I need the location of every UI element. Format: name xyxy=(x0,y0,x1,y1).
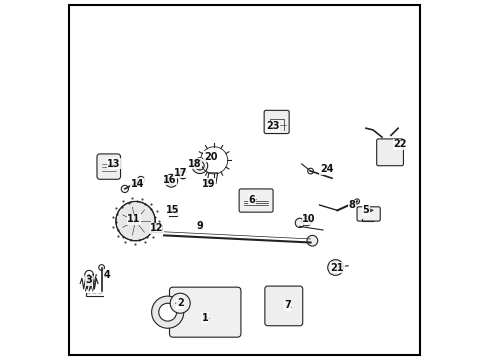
FancyBboxPatch shape xyxy=(264,111,288,134)
Text: 16: 16 xyxy=(163,175,176,185)
FancyBboxPatch shape xyxy=(239,189,272,212)
Circle shape xyxy=(137,176,144,184)
Circle shape xyxy=(99,265,104,270)
FancyBboxPatch shape xyxy=(356,207,380,221)
Circle shape xyxy=(167,177,175,184)
Text: 13: 13 xyxy=(107,159,121,169)
Text: 3: 3 xyxy=(85,275,92,285)
Text: 1: 1 xyxy=(202,312,208,323)
Circle shape xyxy=(84,270,93,279)
Circle shape xyxy=(302,216,311,226)
Circle shape xyxy=(121,185,128,193)
Text: 9: 9 xyxy=(196,221,203,231)
Text: 19: 19 xyxy=(202,179,215,189)
Text: 5: 5 xyxy=(362,205,368,215)
Circle shape xyxy=(116,202,155,241)
Circle shape xyxy=(307,168,313,174)
Circle shape xyxy=(151,296,183,328)
Circle shape xyxy=(306,235,317,246)
FancyBboxPatch shape xyxy=(264,286,302,326)
Circle shape xyxy=(295,218,304,228)
Text: 4: 4 xyxy=(103,270,110,280)
Text: 2: 2 xyxy=(177,298,183,308)
Text: 15: 15 xyxy=(166,205,180,215)
Text: 22: 22 xyxy=(392,139,406,149)
Circle shape xyxy=(159,303,176,321)
Text: 21: 21 xyxy=(330,262,344,273)
Text: 11: 11 xyxy=(127,214,140,224)
FancyBboxPatch shape xyxy=(376,139,403,166)
Circle shape xyxy=(354,199,359,204)
FancyBboxPatch shape xyxy=(97,154,121,179)
Text: 14: 14 xyxy=(130,179,144,189)
FancyBboxPatch shape xyxy=(169,287,241,337)
Text: 6: 6 xyxy=(248,195,255,204)
Text: 20: 20 xyxy=(203,152,217,162)
Text: 7: 7 xyxy=(284,300,290,310)
Text: 10: 10 xyxy=(302,214,315,224)
Text: 8: 8 xyxy=(347,200,354,210)
Circle shape xyxy=(195,161,203,170)
Circle shape xyxy=(192,158,207,174)
Text: 24: 24 xyxy=(319,164,333,174)
Bar xyxy=(153,225,162,232)
Circle shape xyxy=(170,293,190,313)
Text: 17: 17 xyxy=(173,168,186,178)
Circle shape xyxy=(327,260,343,275)
Text: 18: 18 xyxy=(187,159,201,169)
Text: 12: 12 xyxy=(150,223,163,233)
Circle shape xyxy=(164,174,177,187)
Text: 23: 23 xyxy=(266,121,279,131)
